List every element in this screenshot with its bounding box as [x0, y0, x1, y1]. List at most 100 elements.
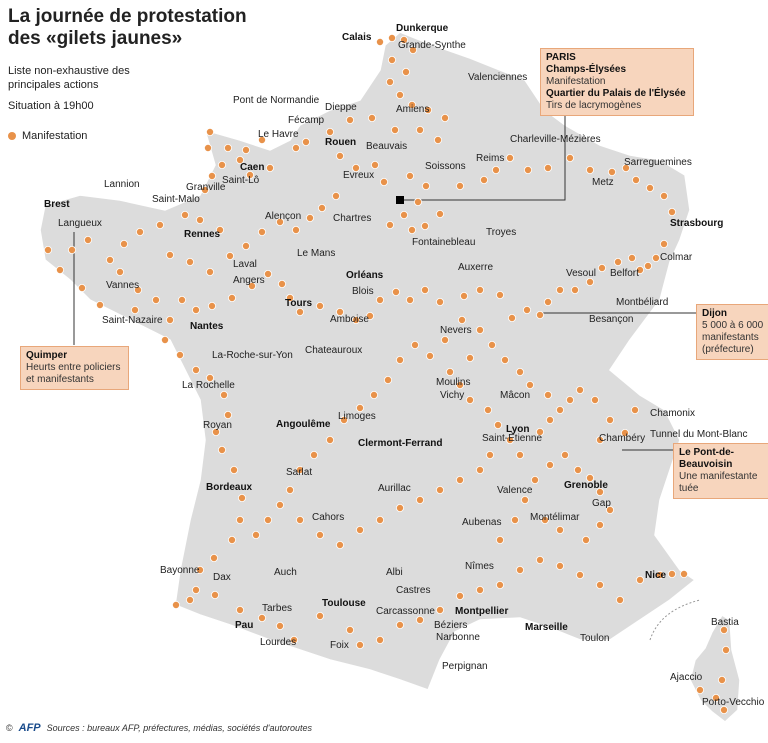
protest-dot	[457, 315, 466, 324]
callout-paris-place2: Quartier du Palais de l'Élysée	[546, 88, 686, 99]
city-label: Valence	[497, 485, 533, 496]
city-label: Pont de Normandie	[233, 95, 320, 106]
protest-dot	[495, 290, 504, 299]
protest-dot	[586, 473, 595, 482]
protest-dot	[235, 155, 244, 164]
protest-dot	[241, 241, 250, 250]
protest-dot	[227, 293, 236, 302]
footer: © AFP Sources : bureaux AFP, préfectures…	[6, 722, 312, 734]
callout-paris-desc1: Manifestation	[546, 76, 606, 87]
protest-dot	[325, 127, 334, 136]
protest-dot	[405, 171, 414, 180]
protest-dot	[275, 500, 284, 509]
protest-dot	[263, 516, 272, 525]
protest-dot	[425, 351, 434, 360]
protest-dot	[315, 531, 324, 540]
city-label: Moulins	[436, 377, 470, 388]
protest-dot	[215, 225, 224, 234]
protest-dot	[483, 405, 492, 414]
protest-dot	[203, 143, 212, 152]
protest-dot	[656, 571, 665, 580]
callout-paris-desc2: Tirs de lacrymogènes	[546, 100, 642, 111]
callout-dijon-city: Dijon	[702, 308, 727, 319]
callout-pont-desc: Une manifestante tuée	[679, 471, 758, 494]
city-label: Bayonne	[160, 565, 200, 576]
city-label: Toulouse	[322, 598, 366, 609]
protest-dot	[516, 367, 525, 376]
city-label: Nice	[645, 570, 667, 581]
title-line-1: La journée de protestation	[8, 6, 247, 27]
protest-dot	[56, 265, 65, 274]
city-label: Fécamp	[288, 115, 325, 126]
protest-dot	[399, 36, 408, 45]
city-label: Mâcon	[500, 390, 530, 401]
protest-dot	[495, 536, 504, 545]
city-label: Aubenas	[462, 517, 501, 528]
protest-dot	[207, 171, 216, 180]
protest-dot	[407, 101, 416, 110]
city-label: Valenciennes	[468, 72, 527, 83]
protest-dot	[315, 612, 324, 621]
protest-dot	[317, 203, 326, 212]
afp-logo: AFP	[18, 722, 41, 734]
protest-dot	[84, 235, 93, 244]
city-label: Sarlat	[286, 467, 312, 478]
protest-dot	[395, 355, 404, 364]
city-label: Vesoul	[566, 268, 596, 279]
protest-dot	[495, 581, 504, 590]
city-label: Orléans	[346, 270, 384, 281]
city-label: Reims	[476, 153, 504, 164]
protest-dot	[399, 210, 408, 219]
protest-dot	[191, 586, 200, 595]
protest-dot	[165, 315, 174, 324]
protest-dot	[295, 307, 304, 316]
city-label: Auch	[274, 567, 297, 578]
protest-dot	[408, 46, 417, 55]
protest-dot	[459, 291, 468, 300]
legend-dot-icon	[8, 132, 16, 140]
protest-dot	[505, 435, 514, 444]
city-label: Rennes	[184, 229, 221, 240]
protest-dot	[223, 410, 232, 419]
protest-dot	[455, 475, 464, 484]
city-label: Le Havre	[258, 129, 299, 140]
city-label: Montbéliard	[616, 297, 668, 308]
protest-dot	[385, 220, 394, 229]
protest-dot	[335, 151, 344, 160]
protest-dot	[345, 626, 354, 635]
protest-dot	[574, 465, 583, 474]
protest-dot	[175, 350, 184, 359]
city-label: Saint-Malo	[152, 194, 200, 205]
protest-dot	[390, 126, 399, 135]
protest-dot	[544, 163, 553, 172]
protest-dot	[680, 570, 689, 579]
protest-dot	[335, 307, 344, 316]
protest-dot	[440, 335, 449, 344]
protest-dot	[355, 526, 364, 535]
protest-dot	[582, 536, 591, 545]
protest-dot	[225, 251, 234, 260]
protest-dot	[491, 165, 500, 174]
city-label: Lannion	[104, 179, 140, 190]
protest-dot	[217, 445, 226, 454]
city-label: Granville	[186, 182, 226, 193]
protest-dot	[369, 390, 378, 399]
city-label: Montpellier	[455, 606, 508, 617]
protest-dot	[621, 428, 630, 437]
protest-dot	[465, 395, 474, 404]
protest-dot	[507, 313, 516, 322]
protest-dot	[160, 335, 169, 344]
protest-dot	[205, 373, 214, 382]
city-label: Angoulême	[276, 419, 331, 430]
city-label: Béziers	[434, 620, 467, 631]
protest-dot	[375, 516, 384, 525]
protest-dot	[365, 311, 374, 320]
protest-dot	[355, 403, 364, 412]
protest-dot	[720, 706, 729, 715]
protest-dot	[523, 305, 532, 314]
protest-dot	[227, 536, 236, 545]
protest-dot	[435, 485, 444, 494]
protest-dot	[616, 596, 625, 605]
city-label: Cahors	[312, 512, 344, 523]
protest-dots	[44, 34, 731, 715]
